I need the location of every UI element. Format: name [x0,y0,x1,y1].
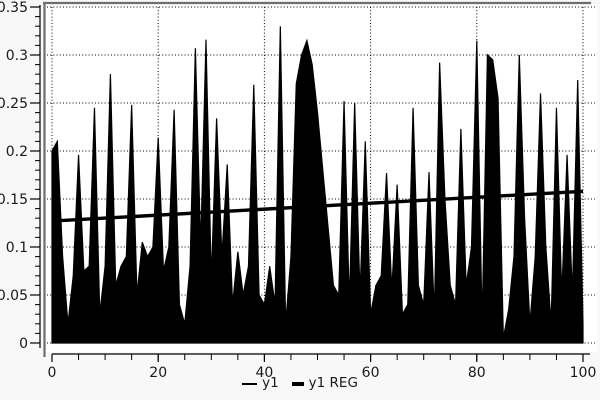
svg-text:0.35: 0.35 [0,0,28,16]
svg-text:100: 100 [570,365,597,381]
svg-text:0.15: 0.15 [0,192,28,208]
svg-text:0.25: 0.25 [0,96,28,112]
svg-text:60: 60 [362,365,380,381]
svg-text:0.1: 0.1 [6,240,28,256]
svg-text:0.3: 0.3 [6,48,28,64]
svg-text:0.2: 0.2 [6,144,28,160]
svg-text:20: 20 [149,365,167,381]
svg-text:0: 0 [48,365,57,381]
svg-text:40: 40 [255,365,273,381]
svg-text:0.05: 0.05 [0,288,28,304]
svg-text:0: 0 [19,336,28,352]
svg-text:80: 80 [468,365,486,381]
